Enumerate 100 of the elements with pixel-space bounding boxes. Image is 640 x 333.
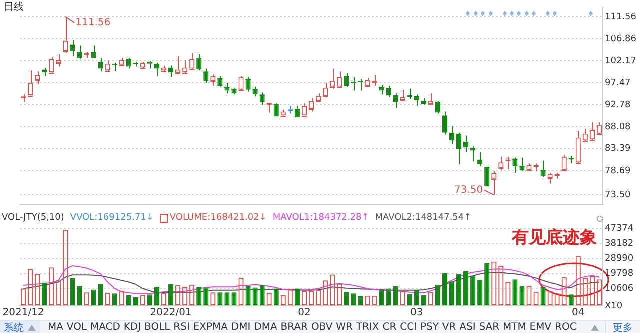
bar [70, 278, 76, 306]
bar [540, 287, 546, 306]
candlestick [526, 163, 532, 172]
bar [232, 292, 237, 306]
y-tick-label: 102.17 [605, 56, 636, 66]
candlestick [294, 106, 300, 118]
y-tick-label: 92.78 [605, 100, 632, 110]
candlestick [118, 58, 125, 66]
candlestick [456, 132, 462, 166]
candlestick [28, 70, 34, 96]
text: VR [442, 322, 456, 333]
bar [218, 292, 223, 306]
y-tick-label: X10 [605, 301, 623, 312]
candlestick [533, 163, 540, 172]
candlestick [435, 100, 440, 114]
x-tick-label: 2021/12 [2, 308, 44, 319]
text: DMA [254, 322, 278, 333]
candlestick [204, 68, 209, 84]
y-tick-label: 73.50 [605, 190, 632, 201]
legend-label: VOLUME:168421.02↓ [170, 213, 267, 223]
y-tick-label: 19798 [605, 269, 634, 280]
text: PSY [420, 322, 439, 333]
annotation: 有见底迹象 [512, 227, 597, 249]
candlestick [590, 122, 595, 142]
bar [393, 286, 398, 306]
bar [478, 280, 483, 306]
text: MAVOL1:184372.28↑ [272, 213, 370, 223]
bar [252, 288, 258, 306]
candlestick [231, 87, 238, 96]
text: CR [382, 322, 397, 333]
candlestick [274, 102, 279, 118]
y-tick-label: 78.69 [605, 166, 632, 176]
text: MTM [502, 322, 526, 333]
y-tick-label: 88.08 [605, 122, 632, 132]
y-tick-label: 97.47 [605, 78, 631, 88]
bar [147, 294, 152, 306]
bar [358, 296, 364, 306]
y-tick-label: 10606 [605, 284, 634, 294]
bar [344, 292, 350, 306]
annotation: 73.50 [454, 184, 484, 196]
candlestick [49, 56, 54, 74]
candlestick [302, 102, 308, 116]
bar [246, 286, 251, 306]
candlestick [238, 76, 244, 92]
x-tick-label: 02 [298, 308, 311, 319]
text: 更多 [605, 320, 640, 333]
candlestick [442, 111, 448, 136]
bar [407, 294, 412, 306]
bar [154, 287, 160, 306]
text: VOL [66, 322, 88, 333]
bar [449, 282, 455, 306]
x-tick-label: 03 [410, 308, 424, 319]
candlestick [596, 122, 602, 136]
candlestick [484, 166, 490, 188]
text: WR [336, 322, 353, 333]
candlestick [190, 52, 195, 70]
x-tick-label: 04 [572, 308, 585, 319]
annotation: VVOL:169125.71↓ [70, 213, 154, 223]
chart-title: 日线 [4, 0, 24, 14]
text: EMV [530, 322, 552, 333]
bar [274, 288, 279, 306]
candlestick [400, 89, 406, 101]
y-tick-label: 28990 [605, 254, 634, 264]
text: SAR [479, 322, 500, 333]
bar [196, 287, 202, 306]
bar [260, 285, 265, 306]
text: BOLL [144, 322, 170, 333]
y-tick-label: 47374 [605, 224, 634, 234]
bar [386, 288, 392, 306]
bar [435, 284, 440, 306]
bar [379, 290, 384, 306]
candlestick [196, 54, 202, 72]
y-tick-label: 106.86 [605, 34, 637, 44]
text: ASI [460, 322, 476, 333]
text: OBV [311, 322, 333, 333]
bar [112, 294, 118, 306]
text: 系统 [4, 322, 24, 333]
text: MA [48, 322, 64, 333]
text: DMI [231, 322, 251, 333]
candlestick [56, 54, 62, 68]
text: ROC [555, 322, 577, 333]
text: KDJ [124, 322, 142, 333]
candlestick [160, 65, 168, 74]
y-tick-label: 83.39 [605, 144, 632, 154]
text: RSI [174, 322, 190, 333]
annotation: 111.56 [76, 18, 111, 29]
bar [224, 292, 230, 306]
candlestick [548, 172, 553, 184]
y-tick-label: 38182 [605, 239, 634, 250]
bar [442, 273, 448, 306]
bar [470, 276, 476, 306]
bar [512, 280, 518, 306]
candlestick [576, 130, 581, 166]
bar [204, 288, 209, 306]
text: BRAR [280, 322, 308, 333]
bar [568, 294, 574, 306]
bar [351, 294, 356, 306]
text: TRIX [356, 322, 380, 333]
bar [484, 263, 490, 306]
text: CCI [400, 322, 418, 333]
